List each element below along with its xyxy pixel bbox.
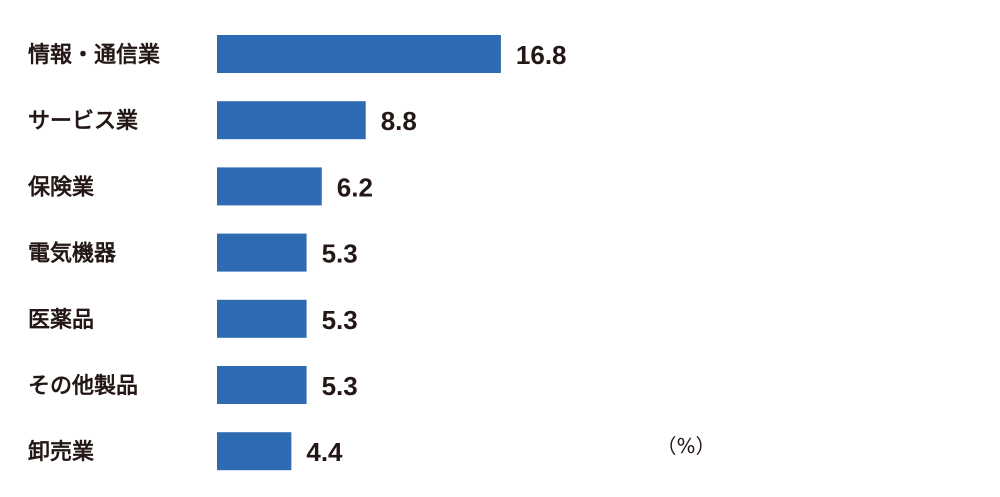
category-label: サービス業 xyxy=(28,109,139,134)
bar xyxy=(217,366,307,404)
value-label: 6.2 xyxy=(337,172,373,202)
value-label: 5.3 xyxy=(322,239,358,269)
category-label: 医薬品 xyxy=(28,308,94,333)
bar xyxy=(217,233,307,272)
category-label: その他製品 xyxy=(28,373,138,399)
bar xyxy=(217,101,366,140)
value-label: 5.3 xyxy=(322,305,358,335)
value-label: 4.4 xyxy=(306,437,343,467)
bars-group: 情報・通信業 16.8 サービス業 8.8 保険業 6.2 電気機器 5.3 医薬品 5.3 その他… xyxy=(27,35,567,471)
value-label: 8.8 xyxy=(381,106,417,136)
category-label: 卸売業 xyxy=(28,439,95,465)
unit-label: （%） xyxy=(656,434,715,458)
category-label: 保険業 xyxy=(27,175,95,200)
category-label: 情報・通信業 xyxy=(28,42,161,68)
value-label: 16.8 xyxy=(516,40,567,70)
bar xyxy=(217,299,307,338)
value-label: 5.3 xyxy=(322,371,358,401)
category-label: 電気機器 xyxy=(28,241,117,267)
bar xyxy=(217,167,322,206)
bar xyxy=(217,432,292,471)
bar xyxy=(217,35,501,73)
